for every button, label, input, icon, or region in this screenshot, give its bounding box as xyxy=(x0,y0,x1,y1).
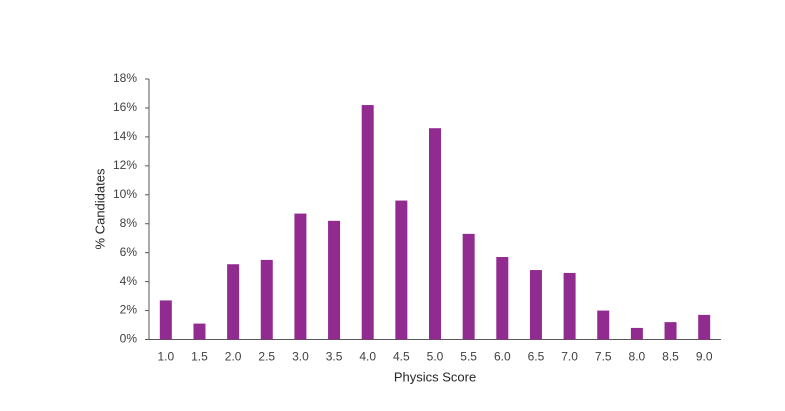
bar xyxy=(597,310,610,340)
bar xyxy=(563,272,576,340)
y-tick-label: 2% xyxy=(120,303,138,317)
bar xyxy=(294,213,307,340)
y-tick-label: 4% xyxy=(120,274,138,288)
x-tick-label: 1.0 xyxy=(157,350,174,364)
bar xyxy=(462,233,475,340)
x-tick-label: 5.5 xyxy=(460,350,477,364)
x-tick-label: 2.0 xyxy=(225,350,242,364)
y-tick-label: 6% xyxy=(120,245,138,259)
x-tick-label: 3.0 xyxy=(292,350,309,364)
bar xyxy=(260,259,273,340)
bar xyxy=(429,128,441,340)
x-tick-label: 8.5 xyxy=(662,350,679,364)
bar xyxy=(630,327,643,340)
bar xyxy=(698,314,711,340)
bar xyxy=(361,105,374,340)
y-axis-title: % Candidates xyxy=(92,168,107,249)
x-tick-label: 9.0 xyxy=(696,350,713,364)
x-tick-label: 6.0 xyxy=(494,350,511,364)
y-tick-label: 0% xyxy=(120,332,138,346)
x-tick-label: 1.5 xyxy=(191,350,208,364)
y-tick-label: 12% xyxy=(113,158,137,172)
bar xyxy=(227,264,240,340)
bar xyxy=(328,220,341,340)
y-tick-label: 14% xyxy=(113,129,137,143)
bar xyxy=(395,200,408,340)
y-tick-label: 10% xyxy=(113,187,137,201)
x-tick-label: 7.0 xyxy=(561,350,578,364)
bar xyxy=(529,270,542,340)
x-tick-label: 7.5 xyxy=(595,350,612,364)
y-tick-label: 8% xyxy=(120,216,138,230)
bar xyxy=(193,323,206,340)
bar xyxy=(664,322,677,340)
bar xyxy=(159,300,172,340)
y-tick-label: 16% xyxy=(113,100,137,114)
x-tick-label: 6.5 xyxy=(528,350,545,364)
y-tick-label: 18% xyxy=(113,71,137,85)
x-tick-label: 4.5 xyxy=(393,350,410,364)
x-axis-title: Physics Score xyxy=(394,369,476,384)
x-tick-label: 2.5 xyxy=(258,350,275,364)
x-tick-label: 3.5 xyxy=(326,350,343,364)
bar xyxy=(496,257,509,340)
x-tick-label: 4.0 xyxy=(359,350,376,364)
x-tick-label: 5.0 xyxy=(427,350,444,364)
x-tick-label: 8.0 xyxy=(629,350,646,364)
